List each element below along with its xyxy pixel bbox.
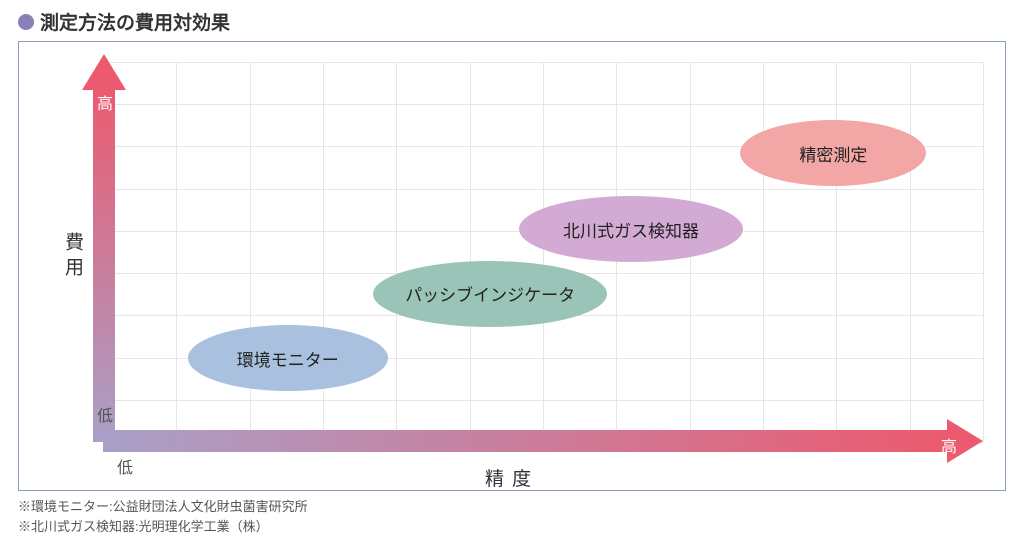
chart-bubble: 精密測定 [740,120,926,186]
title-bullet-icon [18,14,34,30]
chart-bubble: 北川式ガス検知器 [519,196,743,262]
chart-bubble-label: 環境モニター [237,346,339,371]
footnotes: ※環境モニター:公益財団法人文化財虫菌害研究所 ※北川式ガス検知器:光明理化学工… [18,497,1006,536]
chart-frame: 高 低 低 高 費用 精度 環境モニターパッシブインジケータ北川式ガス検知器精密… [18,41,1006,491]
chart-bubble-label: 精密測定 [799,141,867,166]
chart-bubble: パッシブインジケータ [373,261,607,327]
x-axis-arrow [103,430,983,452]
x-axis-high-label: 高 [941,433,957,457]
footnote-line: ※環境モニター:公益財団法人文化財虫菌害研究所 [18,497,1006,517]
chart-bubble-label: 北川式ガス検知器 [563,217,699,242]
chart-bubble-label: パッシブインジケータ [405,281,575,306]
chart-title: 測定方法の費用対効果 [40,8,230,35]
y-axis-label: 費用 [59,232,86,282]
chart-bubble: 環境モニター [188,325,388,391]
chart-title-row: 測定方法の費用対効果 [0,0,1024,41]
y-axis-high-label: 高 [97,90,113,114]
x-axis-label: 精度 [19,464,1005,491]
x-axis-shaft [103,430,949,452]
y-axis-low-label: 低 [97,402,113,426]
y-axis-shaft [93,86,115,442]
y-axis-arrowhead-icon [82,54,126,90]
footnote-line: ※北川式ガス検知器:光明理化学工業（株） [18,517,1006,537]
